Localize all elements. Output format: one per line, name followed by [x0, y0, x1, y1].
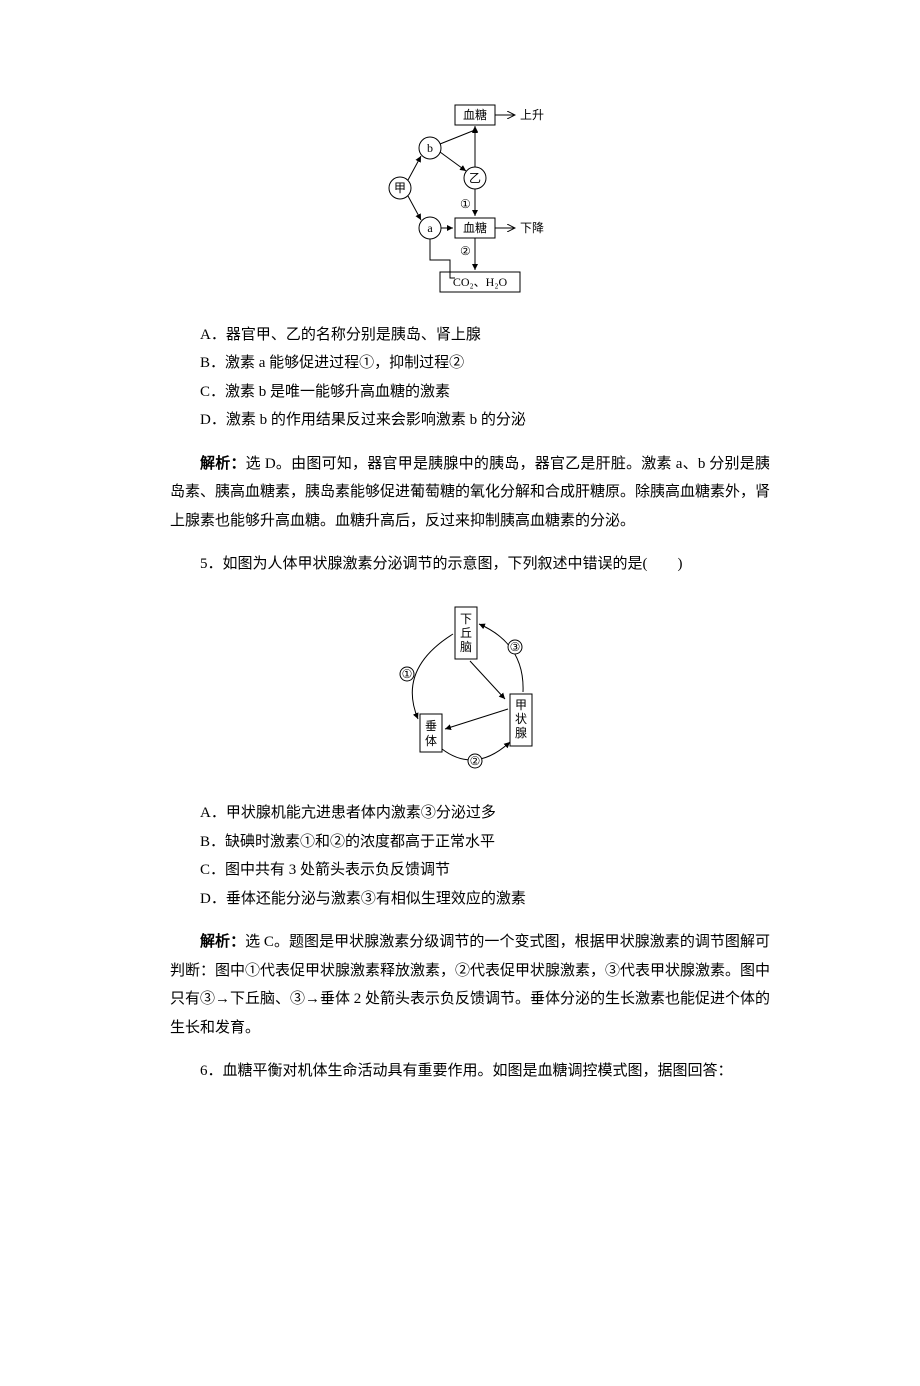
co2-h2o-label: CO₂、H₂O: [453, 275, 508, 289]
blood-sugar-mid-label: 血糖: [463, 220, 487, 235]
svg-text:体: 体: [425, 734, 437, 748]
rise-label: 上升: [520, 108, 544, 122]
svg-text:状: 状: [515, 712, 527, 726]
q5-option-c: C．图中共有 3 处箭头表示负反馈调节: [170, 856, 770, 885]
node-yi-label: 乙: [469, 171, 481, 185]
q5-option-d: D．垂体还能分泌与激素③有相似生理效应的激素: [170, 885, 770, 914]
q4-explanation: 解析：选 D。由图可知，器官甲是胰腺中的胰岛，器官乙是肝脏。激素 a、b 分别是…: [170, 450, 770, 536]
q5-stem: 5．如图为人体甲状腺激素分泌调节的示意图，下列叙述中错误的是( ): [170, 550, 770, 579]
q4-option-c: C．激素 b 是唯一能够升高血糖的激素: [170, 378, 770, 407]
d2-num3: ③: [510, 640, 521, 654]
q5-explanation: 解析：选 C。题图是甲状腺激素分级调节的一个变式图，根据甲状腺激素的调节图解可判…: [170, 928, 770, 1042]
q4-explain-ans: 选 D。: [246, 456, 291, 472]
d2-num2: ②: [470, 754, 481, 768]
svg-text:垂: 垂: [425, 719, 437, 733]
fall-label: 下降: [520, 221, 544, 235]
num2-label: ②: [460, 244, 471, 258]
q4-option-b: B．激素 a 能够促进过程①，抑制过程②: [170, 349, 770, 378]
svg-text:甲: 甲: [515, 698, 527, 712]
svg-text:丘: 丘: [460, 626, 472, 640]
q4-option-d: D．激素 b 的作用结果反过来会影响激素 b 的分泌: [170, 406, 770, 435]
node-a-label: a: [427, 221, 433, 235]
q4-option-a: A．器官甲、乙的名称分别是胰岛、肾上腺: [170, 321, 770, 350]
blood-sugar-top-label: 血糖: [463, 107, 487, 122]
q5-option-b: B．缺碘时激素①和②的浓度都高于正常水平: [170, 828, 770, 857]
svg-text:腺: 腺: [515, 726, 527, 740]
d2-num1: ①: [402, 667, 413, 681]
svg-text:脑: 脑: [460, 640, 472, 654]
node-b-label: b: [427, 141, 433, 155]
num1-label: ①: [460, 197, 471, 211]
q5-explain-ans: 选 C。: [245, 934, 289, 950]
blood-sugar-diagram: 血糖 上升 b 甲 乙 a 血糖 下降 CO₂、H₂O: [170, 100, 770, 311]
q6-stem: 6．血糖平衡对机体生命活动具有重要作用。如图是血糖调控模式图，据图回答：: [170, 1057, 770, 1086]
q4-explain-label: 解析：: [200, 456, 246, 472]
svg-text:下: 下: [460, 612, 472, 626]
thyroid-diagram: 下 丘 脑 垂 体 甲 状 腺 ① ② ③: [170, 599, 770, 790]
q5-option-a: A．甲状腺机能亢进患者体内激素③分泌过多: [170, 799, 770, 828]
node-jia-label: 甲: [394, 181, 406, 195]
q5-explain-label: 解析：: [200, 934, 245, 950]
